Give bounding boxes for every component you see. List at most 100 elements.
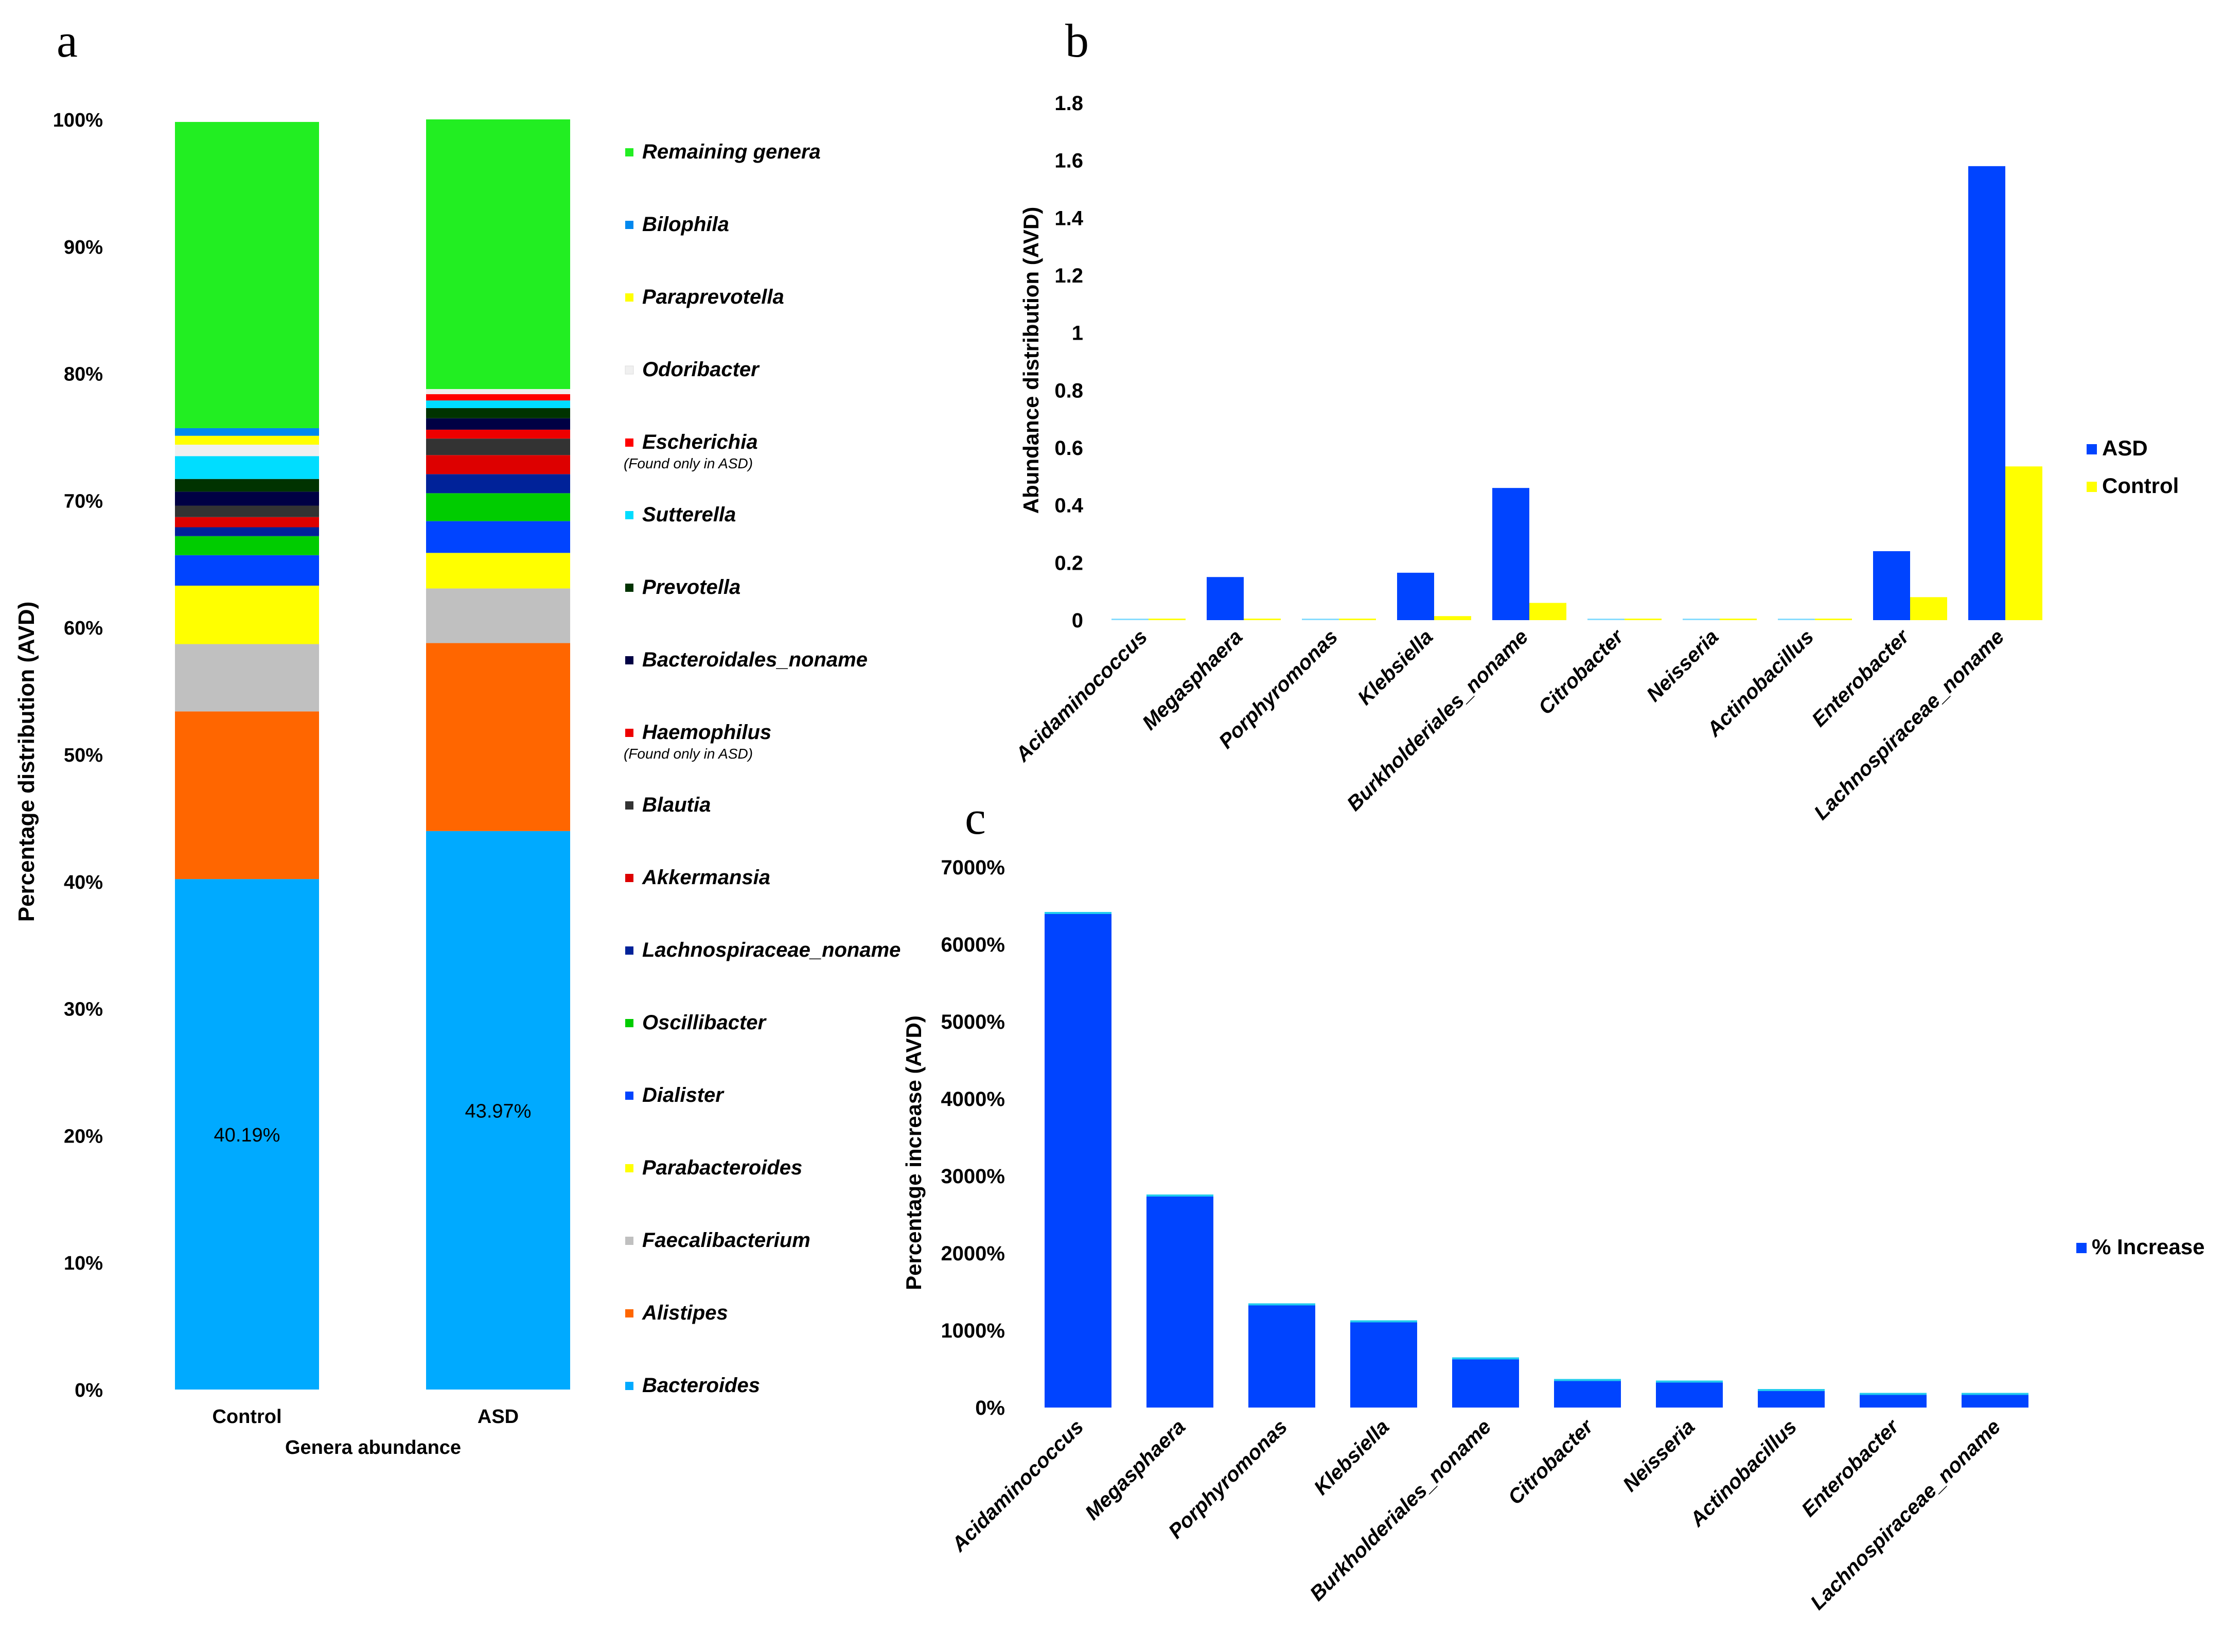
panel-b-ytick: 0 — [1072, 609, 1083, 632]
bar-increase-actinobacillus — [1758, 1389, 1825, 1408]
bar-increase-citrobacter — [1554, 1379, 1621, 1408]
legend-swatch-remaining-genera — [625, 148, 633, 156]
stack-segment-asd-lachnospiraceae-noname — [426, 474, 570, 494]
bar-control-enterobacter — [1910, 597, 1947, 620]
panel-b-ytick: 1.4 — [1054, 207, 1083, 230]
bar-control-actinobacillus — [1815, 619, 1852, 620]
bar-increase-neisseria — [1656, 1380, 1723, 1408]
legend-swatch-asd — [2087, 444, 2097, 454]
legend-swatch-dialister — [625, 1092, 633, 1100]
legend-swatch-parabacteroides — [625, 1164, 633, 1172]
x-tick-citrobacter: Citrobacter — [1504, 1415, 1598, 1509]
legend-label-sutterella: Sutterella — [642, 503, 736, 526]
bar-increase-enterobacter — [1860, 1393, 1927, 1408]
legend-label-blautia: Blautia — [642, 794, 711, 816]
bar-asd-citrobacter — [1587, 619, 1625, 620]
panel-b-ytick: 0.2 — [1054, 552, 1083, 574]
legend-swatch-control — [2087, 482, 2097, 492]
bar-asd-porphyromonas — [1302, 619, 1339, 620]
bar-asd-acidaminococcus — [1111, 619, 1149, 620]
x-tick-burkholderiales-noname: Burkholderiales_noname — [1343, 625, 1532, 815]
bar-top-edge-klebsiella — [1350, 1320, 1417, 1323]
legend-label-faecalibacterium: Faecalibacterium — [642, 1229, 810, 1252]
x-tick-enterobacter: Enterobacter — [1797, 1415, 1904, 1521]
stack-segment-control-bilophila — [175, 428, 319, 436]
legend-label-parabacteroides: Parabacteroides — [642, 1156, 802, 1179]
stack-segment-asd-parabacteroides — [426, 553, 570, 589]
legend-swatch-escherichia — [625, 438, 633, 447]
panel-a-ytick: 10% — [64, 1253, 103, 1274]
legend-label-asd: ASD — [2102, 436, 2148, 460]
legend-swatch-prevotella — [625, 584, 633, 592]
bar-asd-actinobacillus — [1778, 619, 1815, 620]
legend-swatch-akkermansia — [625, 874, 633, 882]
bar-asd-klebsiella — [1397, 572, 1434, 620]
panel-b-chart: 0 0.2 0.4 0.6 0.8 1 1.2 1.4 1.6 1.8 Acidaminococc… — [1011, 92, 2179, 824]
stack-segment-control-akkermansia — [175, 517, 319, 528]
stack-segment-asd-faecalibacterium — [426, 588, 570, 643]
legend-swatch-bacteroides — [625, 1382, 633, 1390]
panel-c-ylabel: Percentage increase (AVD) — [902, 1015, 926, 1290]
panel-a-ytick: 90% — [64, 237, 103, 258]
bar-top-edge-enterobacter — [1860, 1393, 1927, 1395]
panel-a-ytick: 100% — [53, 110, 103, 131]
x-tick-klebsiella: Klebsiella — [1353, 625, 1437, 709]
stack-segment-asd-prevotella — [426, 408, 570, 418]
panel-a-ytick: 70% — [64, 490, 103, 512]
stack-segment-control-bacteroidales-noname — [175, 491, 319, 506]
data-label-asd: 43.97% — [465, 1100, 532, 1122]
stack-segment-control-faecalibacterium — [175, 644, 319, 712]
stack-segment-control-parabacteroides — [175, 586, 319, 644]
legend-label-escherichia: Escherichia — [642, 431, 758, 453]
bar-asd-burkholderiales-noname — [1492, 488, 1529, 620]
x-tick-citrobacter: Citrobacter — [1534, 625, 1629, 719]
x-tick-megasphaera: Megasphaera — [1138, 625, 1247, 734]
panel-b-ylabel: Abundance distribution (AVD) — [1019, 207, 1043, 514]
panel-a-xlabel: Genera abundance — [285, 1437, 461, 1458]
x-tick-acidaminococcus: Acidaminococcus — [947, 1415, 1088, 1556]
stack-segment-asd-sutterella — [426, 400, 570, 408]
panel-a-ytick: 20% — [64, 1126, 103, 1147]
bar-asd-neisseria — [1683, 619, 1720, 620]
x-tick-neisseria: Neisseria — [1642, 625, 1723, 706]
bar-increase-megasphaera — [1146, 1194, 1213, 1408]
stack-segment-asd-odoribacter — [426, 389, 570, 394]
stack-segment-asd-dialister — [426, 521, 570, 553]
stack-segment-asd-escherichia — [426, 394, 570, 401]
stack-segment-asd-bacteroidales-noname — [426, 418, 570, 430]
panel-c-ytick: 6000% — [941, 934, 1005, 956]
stack-segment-asd-haemophilus — [426, 429, 570, 439]
legend-swatch-paraprevotella — [625, 293, 633, 302]
bar-increase-acidaminococcus — [1045, 912, 1111, 1408]
legend-swatch-haemophilus — [625, 729, 633, 737]
bar-increase-porphyromonas — [1248, 1303, 1315, 1408]
x-tick-burkholderiales-noname: Burkholderiales_noname — [1305, 1415, 1495, 1605]
stack-segment-asd-remaining-genera — [426, 119, 570, 389]
panel-b-ytick: 0.6 — [1054, 437, 1083, 460]
panel-c-ytick: 7000% — [941, 856, 1005, 879]
panel-b-ytick: 1.2 — [1054, 265, 1083, 287]
bar-top-edge-burkholderiales-noname — [1452, 1357, 1519, 1360]
bar-top-edge-lachnospiraceae-noname — [1962, 1393, 2028, 1395]
bar-control-burkholderiales-noname — [1529, 603, 1566, 620]
legend-note-escherichia: (Found only in ASD) — [624, 455, 753, 471]
panel-a-ytick: 50% — [64, 745, 103, 766]
legend-swatch-sutterella — [625, 511, 633, 519]
panel-a-ytick: 0% — [75, 1380, 103, 1401]
bar-increase-lachnospiraceae-noname — [1962, 1393, 2028, 1408]
legend-label-odoribacter: Odoribacter — [642, 358, 760, 381]
legend-swatch-blautia — [625, 801, 633, 810]
legend-label-prevotella: Prevotella — [642, 576, 740, 599]
legend-label-bacteroides: Bacteroides — [642, 1374, 760, 1397]
bar-control-klebsiella — [1434, 616, 1471, 620]
legend-label-bacteroidales-noname: Bacteroidales_noname — [642, 648, 868, 671]
stack-segment-asd-oscillibacter — [426, 493, 570, 521]
stack-segment-asd-blautia — [426, 438, 570, 455]
bar-top-edge-citrobacter — [1554, 1379, 1621, 1381]
legend-swatch-oscillibacter — [625, 1019, 633, 1027]
panel-b-ytick: 1.6 — [1054, 150, 1083, 172]
bar-top-edge-porphyromonas — [1248, 1303, 1315, 1306]
legend-swatch-faecalibacterium — [625, 1237, 633, 1245]
panel-c-chart: 0% 1000% 2000% 3000% 4000% 5000% 6000% 7000% Ac… — [902, 856, 2204, 1614]
panel-a-ytick: 40% — [64, 872, 103, 893]
